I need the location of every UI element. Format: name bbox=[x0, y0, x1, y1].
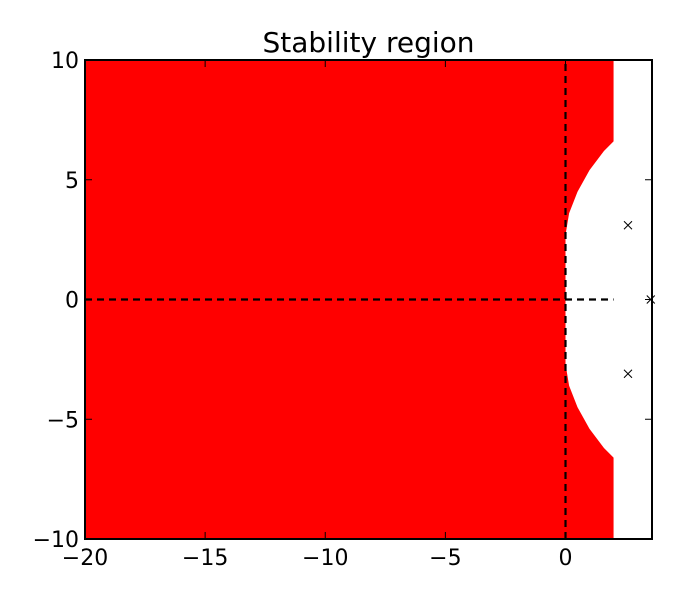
y-tick-label: 0 bbox=[65, 289, 79, 314]
y-tick-label: 5 bbox=[65, 169, 79, 194]
marker-stroke bbox=[623, 220, 633, 230]
y-tick-label: −5 bbox=[47, 408, 79, 433]
x-tick-label: −10 bbox=[302, 546, 348, 571]
x-tick-label: −20 bbox=[62, 546, 108, 571]
marker-stroke bbox=[623, 369, 633, 379]
y-tick-label: 10 bbox=[51, 49, 79, 74]
marker-x-0 bbox=[623, 220, 633, 230]
y-tick-label: −10 bbox=[33, 528, 79, 553]
marker-x-1 bbox=[623, 369, 633, 379]
x-tick-label: −15 bbox=[182, 546, 228, 571]
x-tick-label: 0 bbox=[559, 546, 573, 571]
x-tick-label: −5 bbox=[429, 546, 461, 571]
plot-area bbox=[85, 60, 656, 539]
axes: −20 −15 −10 −5 0 −10 −5 0 5 10 bbox=[33, 49, 653, 571]
chart-title: Stability region bbox=[262, 26, 474, 59]
